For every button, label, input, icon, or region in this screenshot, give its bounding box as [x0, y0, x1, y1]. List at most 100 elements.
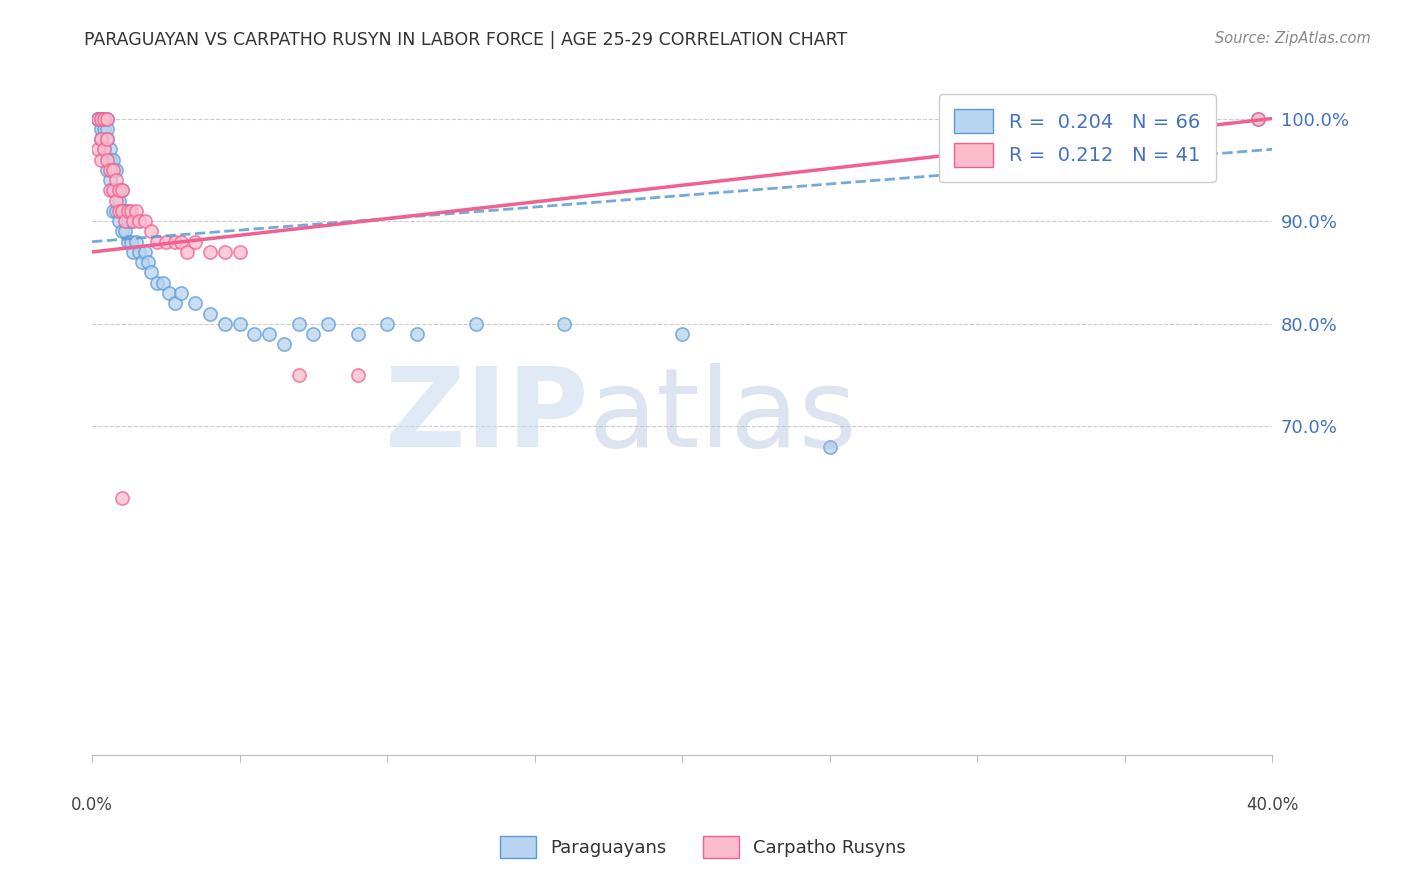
Point — [141, 224, 163, 238]
Point — [93, 142, 115, 156]
Point — [90, 132, 112, 146]
Text: ZIP: ZIP — [384, 363, 588, 470]
Point — [111, 183, 134, 197]
Point — [114, 214, 136, 228]
Point — [1247, 112, 1270, 126]
Point — [136, 255, 159, 269]
Point — [125, 235, 148, 249]
Point — [96, 132, 118, 146]
Point — [101, 162, 124, 177]
Point — [287, 368, 309, 383]
Point — [93, 121, 115, 136]
Point — [87, 112, 110, 126]
Point — [273, 337, 295, 351]
Point — [405, 327, 427, 342]
Point — [257, 327, 280, 342]
Point — [90, 121, 112, 136]
Point — [98, 153, 121, 167]
Point — [114, 224, 136, 238]
Point — [87, 112, 110, 126]
Point — [101, 183, 124, 197]
Point — [117, 203, 139, 218]
Point — [111, 183, 134, 197]
Point — [98, 173, 121, 187]
Point — [96, 112, 118, 126]
Point — [104, 203, 127, 218]
Point — [228, 244, 250, 259]
Point — [120, 214, 142, 228]
Point — [316, 317, 339, 331]
Point — [346, 368, 368, 383]
Point — [93, 112, 115, 126]
Point — [87, 142, 110, 156]
Point — [104, 194, 127, 208]
Point — [184, 235, 207, 249]
Text: 40.0%: 40.0% — [1246, 796, 1299, 814]
Point — [163, 235, 186, 249]
Point — [170, 235, 193, 249]
Point — [302, 327, 325, 342]
Point — [104, 173, 127, 187]
Point — [111, 224, 134, 238]
Point — [90, 112, 112, 126]
Point — [93, 112, 115, 126]
Point — [146, 235, 169, 249]
Point — [96, 132, 118, 146]
Point — [96, 153, 118, 167]
Point — [101, 203, 124, 218]
Point — [90, 112, 112, 126]
Text: 0.0%: 0.0% — [72, 796, 112, 814]
Point — [117, 235, 139, 249]
Text: Source: ZipAtlas.com: Source: ZipAtlas.com — [1215, 31, 1371, 46]
Point — [128, 244, 150, 259]
Point — [375, 317, 398, 331]
Point — [553, 317, 575, 331]
Point — [122, 214, 145, 228]
Point — [96, 121, 118, 136]
Point — [671, 327, 693, 342]
Point — [107, 214, 129, 228]
Point — [134, 214, 156, 228]
Point — [101, 153, 124, 167]
Point — [104, 183, 127, 197]
Point — [214, 244, 236, 259]
Point — [111, 203, 134, 218]
Point — [98, 162, 121, 177]
Point — [146, 276, 169, 290]
Point — [464, 317, 486, 331]
Point — [200, 306, 222, 320]
Point — [107, 203, 129, 218]
Point — [170, 285, 193, 300]
Point — [157, 285, 180, 300]
Point — [184, 296, 207, 310]
Point — [96, 153, 118, 167]
Point — [117, 214, 139, 228]
Point — [346, 327, 368, 342]
Point — [1247, 112, 1270, 126]
Point — [163, 296, 186, 310]
Point — [107, 183, 129, 197]
Point — [93, 142, 115, 156]
Point — [818, 440, 841, 454]
Point — [131, 255, 153, 269]
Point — [120, 235, 142, 249]
Point — [90, 153, 112, 167]
Point — [90, 132, 112, 146]
Point — [98, 142, 121, 156]
Point — [243, 327, 266, 342]
Point — [141, 265, 163, 279]
Legend: R =  0.204   N = 66, R =  0.212   N = 41: R = 0.204 N = 66, R = 0.212 N = 41 — [939, 94, 1216, 182]
Point — [114, 203, 136, 218]
Point — [87, 112, 110, 126]
Point — [101, 183, 124, 197]
Point — [98, 183, 121, 197]
Point — [176, 244, 198, 259]
Point — [122, 244, 145, 259]
Point — [87, 112, 110, 126]
Point — [111, 203, 134, 218]
Text: atlas: atlas — [588, 363, 856, 470]
Point — [111, 491, 134, 506]
Point — [125, 203, 148, 218]
Point — [214, 317, 236, 331]
Point — [96, 112, 118, 126]
